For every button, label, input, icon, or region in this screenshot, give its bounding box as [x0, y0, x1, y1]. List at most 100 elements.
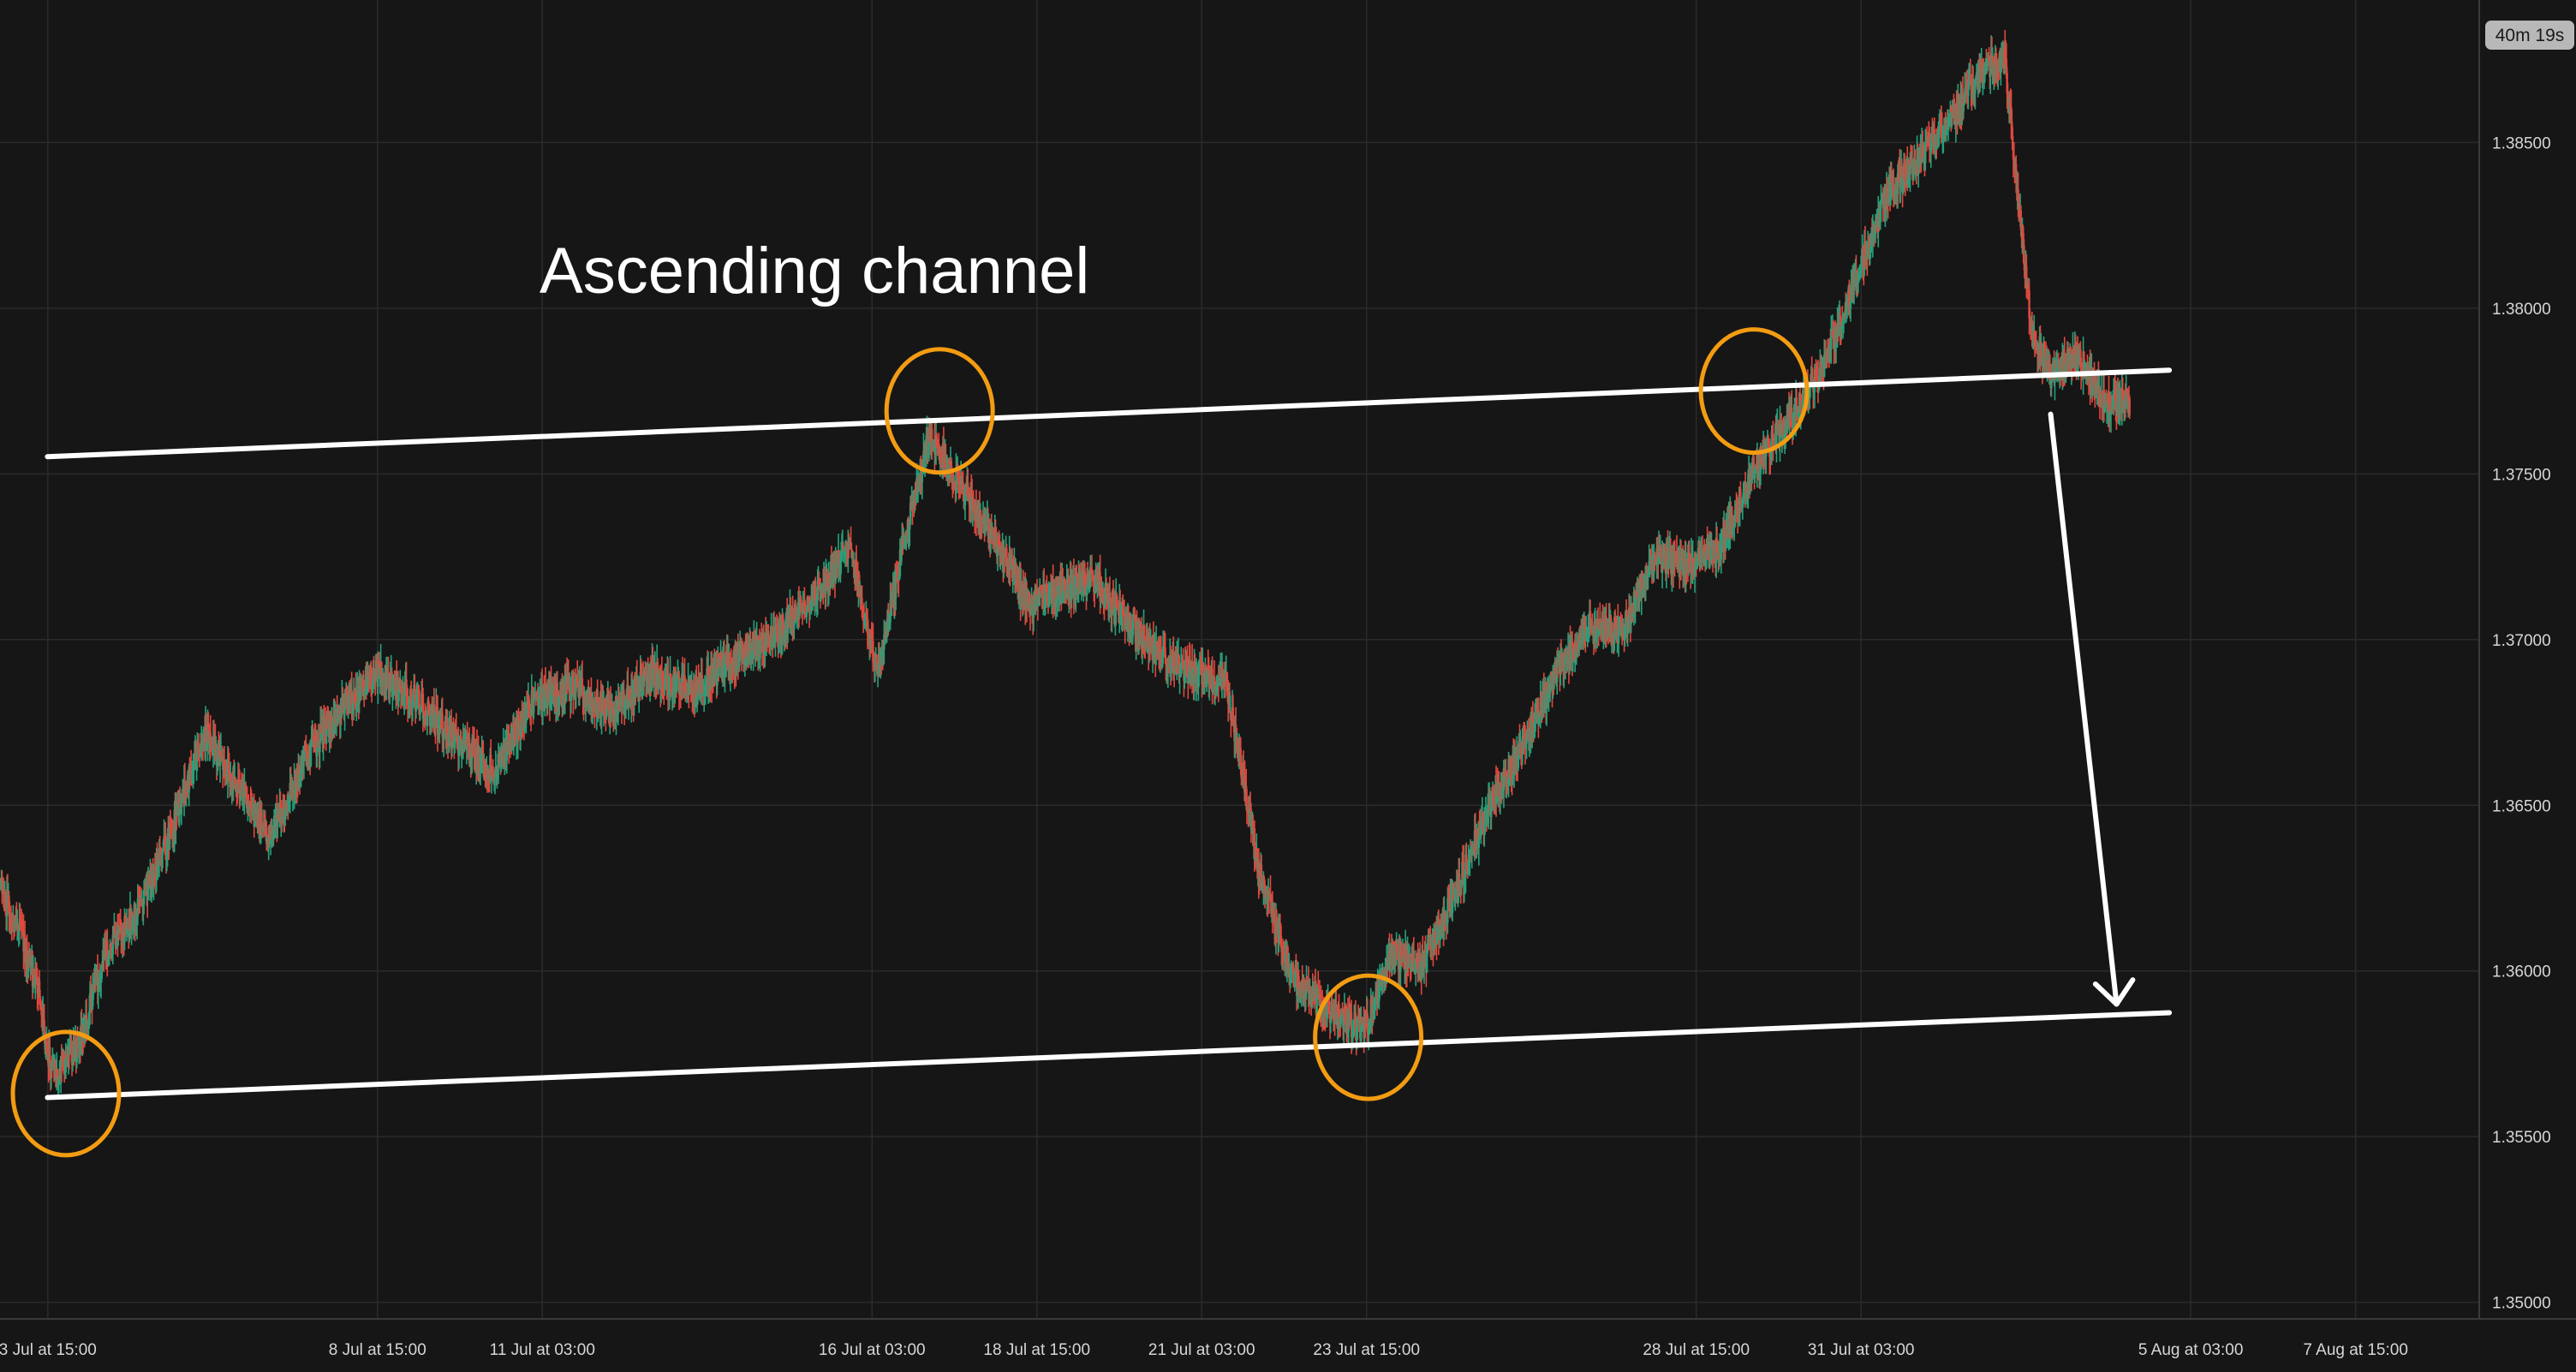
candle-body: [803, 604, 806, 612]
candle-body: [832, 560, 835, 574]
candle-body: [713, 660, 716, 670]
candle-body: [992, 529, 994, 534]
candle-body: [1195, 675, 1198, 683]
candle-body: [1501, 790, 1505, 794]
candle-body: [1635, 592, 1637, 599]
candle-body: [749, 650, 753, 659]
candle-body: [570, 683, 573, 695]
candle-body: [513, 726, 516, 729]
candle-body: [352, 691, 355, 704]
candle-body: [226, 761, 230, 781]
candle-body: [1536, 701, 1539, 711]
candle-body: [279, 805, 282, 822]
candle-body: [1088, 582, 1090, 584]
candle-body: [1550, 672, 1553, 676]
candle-body: [691, 684, 694, 701]
candle-body: [1625, 611, 1627, 627]
candle-body: [1301, 982, 1303, 988]
candle-body: [1401, 954, 1404, 962]
candle-body: [640, 671, 642, 673]
candle-body: [1188, 658, 1191, 660]
candle-body: [1530, 717, 1534, 738]
candle-body: [1329, 1018, 1333, 1023]
candle-body: [101, 961, 104, 969]
candle-body: [746, 639, 749, 653]
candle-body: [597, 705, 599, 713]
candle-body: [1185, 661, 1188, 663]
candle-body: [887, 623, 891, 625]
candle-body: [414, 685, 416, 703]
candle-body: [1352, 1025, 1355, 1029]
candle-body: [408, 698, 411, 704]
candle-body: [536, 694, 539, 698]
candle-body: [793, 622, 796, 630]
candle-body: [943, 462, 945, 464]
candle-body: [764, 634, 766, 653]
candle-body: [1625, 615, 1629, 629]
candle-body: [63, 1059, 65, 1068]
candle-body: [972, 498, 975, 508]
candle-body: [664, 673, 667, 684]
candle-body: [603, 707, 605, 713]
candle-body: [967, 497, 970, 502]
candle-body: [1140, 630, 1142, 633]
candle-body: [1131, 620, 1134, 638]
candle-body: [1468, 859, 1470, 861]
candle-body: [544, 683, 546, 709]
candle-body: [572, 685, 575, 697]
candle-body: [456, 735, 460, 756]
candle-body: [1347, 1010, 1351, 1032]
candle-body: [452, 729, 455, 731]
candle-body: [280, 814, 283, 822]
candle-body: [545, 686, 548, 699]
candle-body: [1237, 743, 1241, 762]
candle-body: [367, 672, 371, 677]
candle-body: [192, 767, 194, 773]
candle-body: [45, 1041, 49, 1052]
candle-body: [1631, 610, 1634, 617]
candle-body: [1273, 919, 1276, 934]
candle-body: [1178, 655, 1180, 677]
candle-body: [1480, 834, 1482, 836]
candle-body: [1014, 573, 1017, 583]
candle-body: [1203, 672, 1206, 684]
candle-body: [1667, 547, 1669, 561]
candle-body: [732, 662, 736, 671]
candle-body: [477, 753, 480, 766]
candle-body: [207, 724, 210, 730]
candle-body: [1064, 580, 1066, 598]
candle-body: [469, 749, 472, 762]
candle-body: [1093, 578, 1095, 593]
candle-body: [1171, 660, 1173, 670]
candle-body: [914, 489, 916, 496]
candle-body: [481, 749, 484, 755]
candle-body: [1239, 748, 1242, 764]
candle-body: [1124, 623, 1127, 629]
candle-body: [1070, 583, 1073, 600]
candle-body: [762, 633, 765, 654]
candle-body: [1577, 648, 1580, 650]
candle-body: [1309, 993, 1311, 998]
candle-body: [1564, 656, 1567, 663]
candle-body: [493, 769, 497, 778]
candle-body: [1315, 988, 1318, 1015]
candle-body: [193, 758, 196, 760]
candle-body: [178, 799, 181, 823]
candle-body: [424, 713, 426, 717]
candle-body: [327, 718, 330, 722]
candle-body: [1502, 767, 1506, 790]
candle-body: [1660, 548, 1662, 557]
candle-body: [1426, 945, 1429, 953]
candle-body: [526, 702, 528, 711]
candle-body: [1318, 993, 1321, 1006]
candle-body: [610, 710, 613, 712]
candle-body: [681, 674, 683, 696]
candle-body: [660, 671, 664, 680]
candle-body: [492, 766, 494, 774]
candle-body: [624, 697, 628, 704]
candle-body: [147, 881, 151, 883]
candle-body: [1200, 663, 1202, 675]
candle-body: [556, 682, 558, 705]
